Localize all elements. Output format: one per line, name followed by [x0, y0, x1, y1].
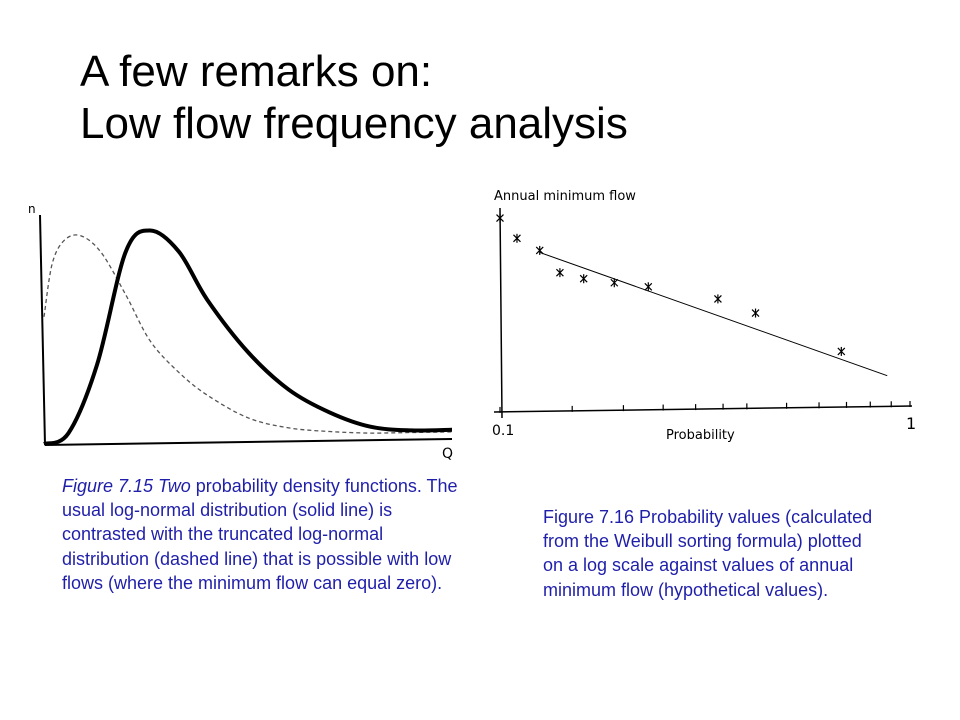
- figure-7-16-caption: Figure 7.16 Probability values (calculat…: [543, 507, 873, 600]
- x-axis: [44, 438, 453, 446]
- density-functions-chart: n Q: [28, 202, 453, 462]
- title-line-2: Low flow frequency analysis: [80, 99, 628, 148]
- data-point-0: [496, 213, 504, 223]
- y-axis: [39, 214, 46, 446]
- x-axis-ticks: [499, 401, 911, 413]
- data-points: [496, 213, 846, 356]
- data-point-5: [610, 278, 619, 288]
- x-axis: [493, 405, 913, 413]
- caption-text: probability density functions. The usual…: [62, 476, 458, 593]
- probability-plot-chart: Annual minimum flow 0.1 1 Probability: [492, 189, 916, 443]
- title-line-1: A few remarks on:: [80, 47, 433, 96]
- y-axis-label: Annual minimum flow: [494, 189, 636, 204]
- y-axis-label: n: [28, 202, 36, 216]
- x-tick-label-0.1: 0.1: [492, 423, 514, 439]
- x-axis-label: Probability: [666, 428, 735, 443]
- fit-line: [539, 251, 888, 377]
- x-axis-label: Q: [442, 446, 453, 462]
- data-point-9: [837, 346, 846, 356]
- data-point-7: [713, 294, 722, 304]
- data-point-1: [513, 233, 521, 243]
- data-point-6: [644, 282, 653, 292]
- lognormal-curve: [43, 228, 453, 446]
- data-point-3: [555, 268, 564, 278]
- caption-figure-number: Figure 7.15 Two: [62, 476, 191, 496]
- data-point-4: [579, 274, 588, 284]
- slide-title: A few remarks on: Low flow frequency ana…: [80, 46, 628, 150]
- y-axis: [499, 207, 503, 419]
- truncated-lognormal-curve: [43, 234, 453, 434]
- data-point-2: [535, 245, 544, 255]
- figure-7-15-caption: Figure 7.15 Two probability density func…: [62, 474, 462, 595]
- x-tick-label-1: 1: [906, 414, 916, 433]
- data-point-8: [751, 308, 760, 318]
